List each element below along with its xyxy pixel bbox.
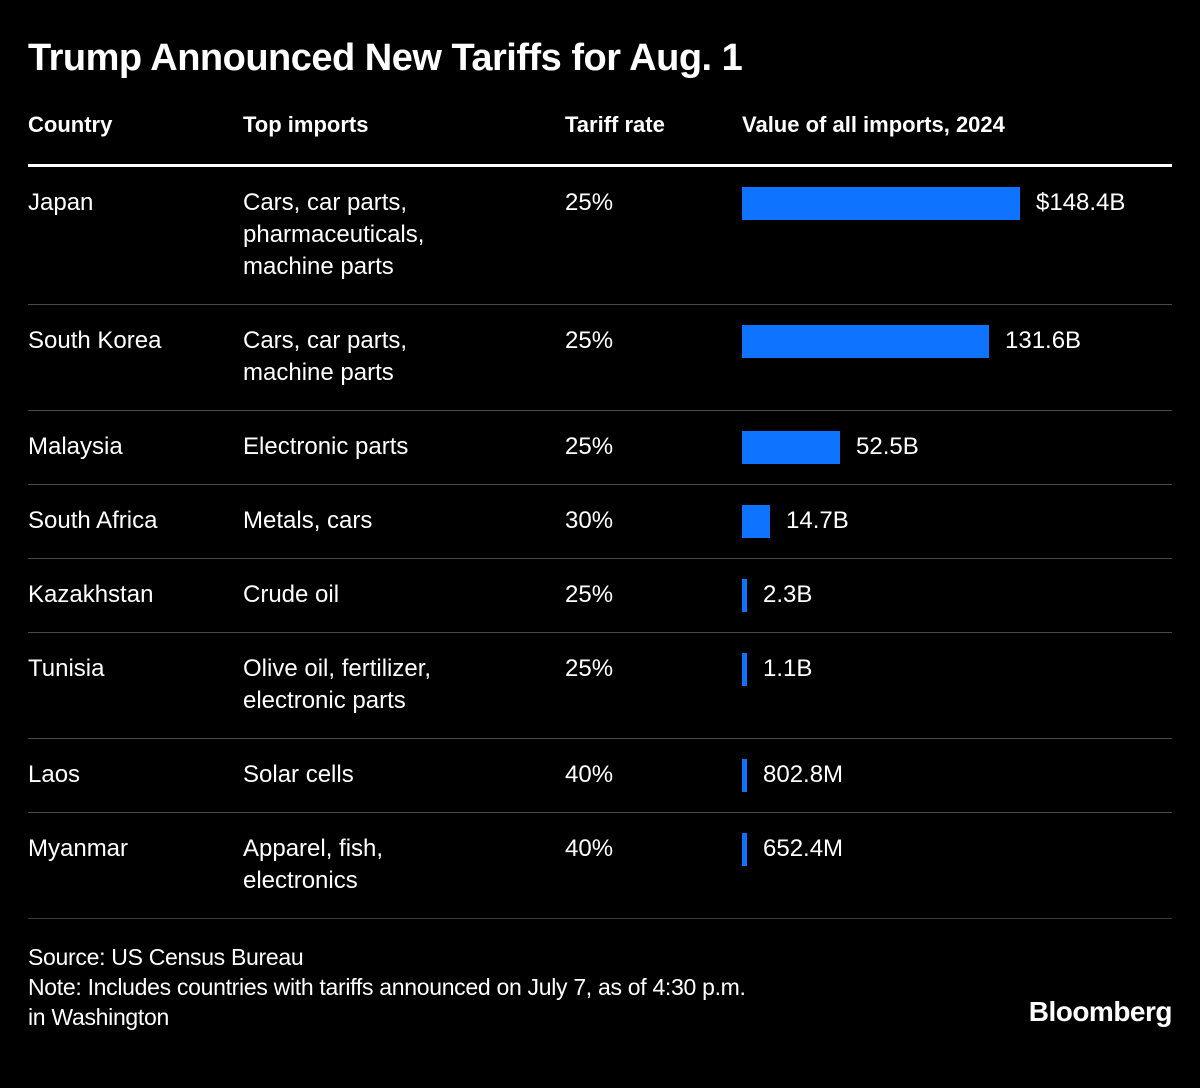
value-bar-group: 1.1B — [742, 652, 1162, 686]
imports-cell: Cars, car parts, pharmaceuticals, machin… — [243, 189, 425, 280]
tariff-rate-cell: 30% — [565, 507, 614, 534]
import-value-bar — [742, 758, 747, 792]
tariff-rate-cell: 25% — [565, 433, 614, 460]
import-value-bar — [742, 652, 747, 686]
imports-cell: Solar cells — [243, 761, 354, 788]
value-cell: 652.4M — [742, 813, 1172, 918]
country-cell: Kazakhstan — [28, 581, 154, 608]
table-body: Japan Cars, car parts, pharmaceuticals, … — [28, 167, 1172, 919]
tariff-rate-cell: 40% — [565, 761, 614, 788]
import-value-label: 14.7B — [786, 507, 849, 534]
import-value-bar — [742, 578, 747, 612]
import-value-bar — [742, 186, 1020, 220]
value-bar-group: 2.3B — [742, 578, 1162, 612]
imports-cell: Apparel, fish, electronics — [243, 835, 384, 894]
imports-cell: Olive oil, fertilizer, electronic parts — [243, 655, 432, 714]
tariff-rate-cell: 25% — [565, 581, 614, 608]
table-header-row: Country Top imports Tariff rate Value of… — [28, 112, 1172, 167]
imports-cell: Electronic parts — [243, 433, 409, 460]
column-header-import-value: Value of all imports, 2024 — [742, 112, 1005, 137]
source-note: Source: US Census Bureau — [28, 944, 304, 970]
table-row: Tunisia Olive oil, fertilizer, electroni… — [28, 632, 1172, 738]
value-bar-group: 652.4M — [742, 832, 1162, 866]
bloomberg-logo: Bloomberg — [1028, 996, 1173, 1027]
column-header-country: Country — [28, 112, 113, 137]
import-value-label: 652.4M — [763, 835, 844, 862]
country-cell: South Africa — [28, 507, 158, 534]
imports-cell: Metals, cars — [243, 507, 373, 534]
import-value-bar — [742, 832, 747, 866]
column-header-top-imports: Top imports — [243, 112, 369, 137]
table-row: Kazakhstan Crude oil 25% 2.3B — [28, 558, 1172, 632]
value-bar-group: $148.4B — [742, 186, 1162, 220]
table-row: Laos Solar cells 40% 802.8M — [28, 738, 1172, 812]
methodology-note: Note: Includes countries with tariffs an… — [28, 974, 746, 1030]
column-header-tariff-rate: Tariff rate — [565, 112, 665, 137]
import-value-label: 1.1B — [763, 655, 813, 682]
import-value-label: 802.8M — [763, 761, 844, 788]
tariff-rate-cell: 25% — [565, 655, 614, 682]
imports-cell: Cars, car parts, machine parts — [243, 327, 408, 386]
value-bar-group: 131.6B — [742, 324, 1162, 358]
value-cell: 1.1B — [742, 633, 1172, 738]
value-cell: 131.6B — [742, 305, 1172, 410]
country-cell: Tunisia — [28, 655, 105, 682]
imports-cell: Crude oil — [243, 581, 340, 608]
value-bar-group: 802.8M — [742, 758, 1162, 792]
chart-card: Trump Announced New Tariffs for Aug. 1 C… — [0, 36, 1200, 1032]
value-cell: 14.7B — [742, 485, 1172, 558]
country-cell: Japan — [28, 189, 94, 216]
tariff-rate-cell: 25% — [565, 189, 614, 216]
table-row: South Africa Metals, cars 30% 14.7B — [28, 484, 1172, 558]
import-value-label: 131.6B — [1005, 327, 1082, 354]
import-value-bar — [742, 504, 770, 538]
import-value-bar — [742, 324, 989, 358]
tariff-rate-cell: 25% — [565, 327, 614, 354]
table-row: Myanmar Apparel, fish, electronics 40% 6… — [28, 812, 1172, 918]
import-value-label: 2.3B — [763, 581, 813, 608]
import-value-bar — [742, 430, 840, 464]
value-bar-group: 52.5B — [742, 430, 1162, 464]
chart-footer: Source: US Census Bureau Note: Includes … — [28, 919, 1173, 1032]
import-value-label: $148.4B — [1036, 189, 1126, 216]
value-cell: 52.5B — [742, 411, 1172, 484]
country-cell: South Korea — [28, 327, 162, 354]
country-cell: Myanmar — [28, 835, 129, 862]
value-cell: 802.8M — [742, 739, 1172, 812]
import-value-label: 52.5B — [856, 433, 919, 460]
country-cell: Laos — [28, 761, 81, 788]
value-cell: 2.3B — [742, 559, 1172, 632]
country-cell: Malaysia — [28, 433, 123, 460]
value-cell: $148.4B — [742, 167, 1172, 304]
tariff-rate-cell: 40% — [565, 835, 614, 862]
table-row: Japan Cars, car parts, pharmaceuticals, … — [28, 167, 1172, 304]
table-row: Malaysia Electronic parts 25% 52.5B — [28, 410, 1172, 484]
value-bar-group: 14.7B — [742, 504, 1162, 538]
table-row: South Korea Cars, car parts, machine par… — [28, 304, 1172, 410]
chart-title: Trump Announced New Tariffs for Aug. 1 — [28, 37, 743, 79]
